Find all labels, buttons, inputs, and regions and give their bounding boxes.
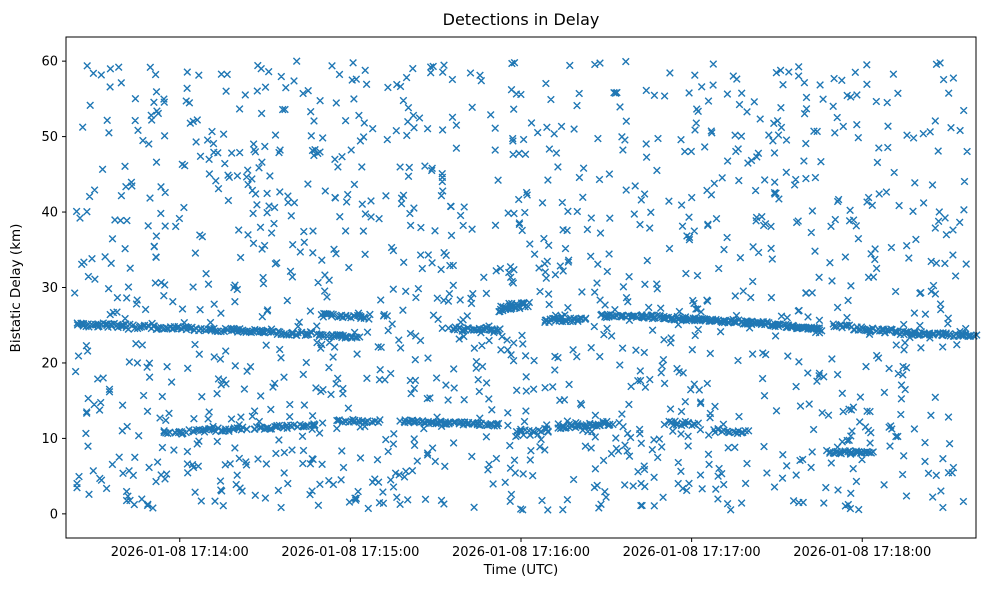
x-tick-label: 2026-01-08 17:15:00 xyxy=(281,545,419,560)
scatter-points-group xyxy=(70,57,981,514)
y-tick-label: 20 xyxy=(41,356,58,371)
x-axis-label: Time (UTC) xyxy=(483,562,559,578)
x-tick-label: 2026-01-08 17:16:00 xyxy=(452,545,590,560)
y-tick-label: 30 xyxy=(41,281,58,296)
axes-group xyxy=(65,36,977,539)
y-tick-label: 10 xyxy=(41,432,58,447)
y-axis-label: Bistatic Delay (km) xyxy=(8,224,24,353)
x-tick-label: 2026-01-08 17:17:00 xyxy=(623,545,761,560)
y-tick-label: 60 xyxy=(41,55,58,70)
y-tick-label: 40 xyxy=(41,206,58,221)
plot-border xyxy=(65,36,977,539)
x-ticks-group: 2026-01-08 17:14:00 2026-01-08 17:15:00 20… xyxy=(111,538,931,560)
x-tick-label: 2026-01-08 17:18:00 xyxy=(793,545,931,560)
y-ticks-group: 0 10 20 30 40 50 60 xyxy=(41,55,66,522)
x-tick-label: 2026-01-08 17:14:00 xyxy=(111,545,249,560)
y-tick-label: 50 xyxy=(41,130,58,145)
y-tick-label: 0 xyxy=(50,507,58,522)
chart-title: Detections in Delay xyxy=(443,10,600,29)
scatter-points xyxy=(70,57,981,514)
